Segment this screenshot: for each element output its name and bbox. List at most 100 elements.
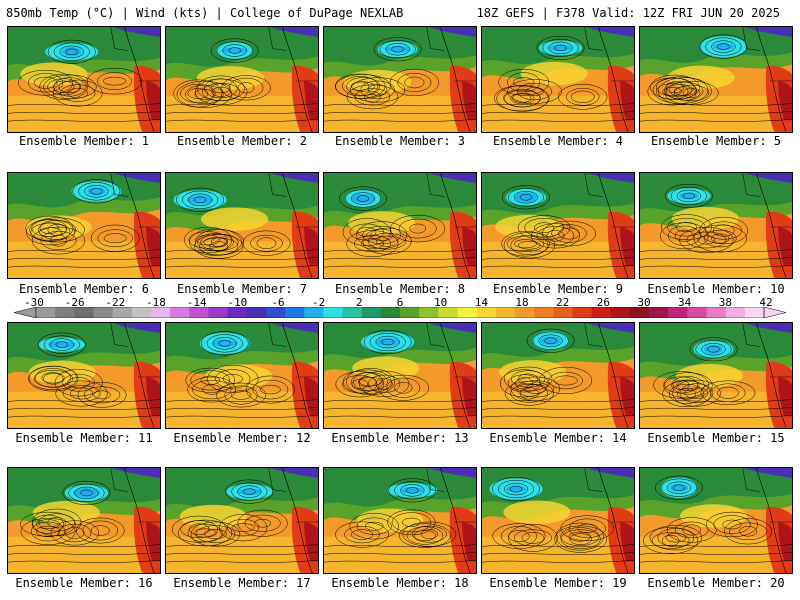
colorbar-tick-label: -26 [64,296,85,309]
colorbar-swatch [744,307,765,318]
ensemble-member-label: Ensemble Member: 19 [489,576,627,590]
ensemble-map-10 [639,172,793,279]
colorbar-swatch [208,307,228,318]
ensemble-member-label: Ensemble Member: 7 [176,282,308,296]
ensemble-map-9 [481,172,635,279]
colorbar-swatch [629,307,650,318]
ensemble-map-13 [323,322,477,429]
ensemble-map-18 [323,467,477,574]
colorbar-swatch [304,307,324,318]
ensemble-map-17 [165,467,319,574]
ensemble-map-16 [7,467,161,574]
colorbar-tick-label: 18 [515,296,529,309]
ensemble-member-label: Ensemble Member: 10 [647,282,785,296]
colorbar-swatch [725,307,746,318]
colorbar-tick-label: 22 [556,296,570,309]
ensemble-map-12 [165,322,319,429]
colorbar-tick-label: -18 [146,296,166,309]
ensemble-map-6 [7,172,161,279]
colorbar-swatch [265,307,286,318]
ensemble-map-4 [481,26,635,133]
ensemble-map-7 [165,172,319,279]
ensemble-member-label: Ensemble Member: 18 [331,576,469,590]
colorbar-swatch [400,307,420,318]
colorbar-swatch [112,307,133,318]
ensemble-member-label: Ensemble Member: 12 [173,431,311,445]
ensemble-map-19 [481,467,635,574]
ensemble-map-3 [323,26,477,133]
ensemble-member-label: Ensemble Member: 11 [15,431,153,445]
colorbar-swatch [36,307,56,318]
colorbar-swatch [438,307,458,318]
colorbar-swatch [495,307,516,318]
ensemble-member-label: Ensemble Member: 4 [492,134,624,148]
ensemble-map-2 [165,26,319,133]
ensemble-member-label: Ensemble Member: 6 [18,282,150,296]
ensemble-member-label: Ensemble Member: 17 [173,576,311,590]
ensemble-member-label: Ensemble Member: 14 [489,431,627,445]
colorbar-swatch [380,307,401,318]
colorbar-tick-label: 30 [637,296,651,309]
ensemble-map-8 [323,172,477,279]
colorbar-tick-label: 10 [434,296,448,309]
chart-title: 850mb Temp (°C) | Wind (kts) | College o… [6,6,404,20]
ensemble-member-label: Ensemble Member: 16 [15,576,153,590]
colorbar-swatch [419,307,439,318]
colorbar-tick-label: -10 [227,296,248,309]
colorbar-tick-label: 14 [474,296,488,309]
ensemble-map-14 [481,322,635,429]
ensemble-map-15 [639,322,793,429]
ensemble-member-label: Ensemble Member: 2 [176,134,308,148]
colorbar-swatch [534,307,554,318]
colorbar-swatch [610,307,631,318]
colorbar-swatch [246,307,267,318]
colorbar-tick-label: 6 [396,296,404,309]
colorbar-swatch [342,307,362,318]
colorbar-swatch [131,307,152,318]
ensemble-member-label: Ensemble Member: 1 [18,134,150,148]
colorbar-tick-label: 2 [356,296,363,309]
colorbar-tick-label: 34 [678,296,692,309]
colorbar-swatch [227,307,248,318]
colorbar-tick-label: -6 [271,296,285,309]
colorbar-swatch [93,307,113,318]
ensemble-map-5 [639,26,793,133]
colorbar-swatch [572,307,592,318]
colorbar-swatch [55,307,75,318]
colorbar-tick-label: 42 [759,296,773,309]
colorbar-tick-label: 38 [718,296,732,309]
colorbar-tick-label: -14 [186,296,207,309]
colorbar-swatch [649,307,669,318]
colorbar-swatch [361,307,382,318]
colorbar-swatch [170,307,190,318]
run-valid-time: 18Z GEFS | F378 Valid: 12Z FRI JUN 20 20… [476,6,780,20]
colorbar-swatch [457,307,477,318]
colorbar-swatch [687,307,707,318]
ensemble-member-label: Ensemble Member: 8 [334,282,466,296]
colorbar-swatch [285,307,305,318]
colorbar-swatch [553,307,573,318]
colorbar-swatch [323,307,343,318]
colorbar-swatch [591,307,612,318]
ensemble-member-label: Ensemble Member: 13 [331,431,469,445]
ensemble-map-11 [7,322,161,429]
colorbar-swatch [150,307,171,318]
temperature-colorbar [14,307,786,318]
ensemble-member-label: Ensemble Member: 3 [334,134,466,148]
colorbar-swatch [706,307,726,318]
ensemble-member-label: Ensemble Member: 15 [647,431,785,445]
colorbar-swatch [668,307,688,318]
ensemble-member-label: Ensemble Member: 5 [650,134,782,148]
colorbar-swatch [189,307,209,318]
colorbar-tick-label: -22 [105,296,126,309]
ensemble-member-label: Ensemble Member: 9 [492,282,624,296]
colorbar-tick-label: 26 [596,296,610,309]
colorbar-swatch [476,307,497,318]
colorbar-swatch [514,307,535,318]
ensemble-map-20 [639,467,793,574]
ensemble-member-label: Ensemble Member: 20 [647,576,785,590]
colorbar-swatch [74,307,94,318]
colorbar-tick-label: -30 [24,296,44,309]
ensemble-map-1 [7,26,161,133]
colorbar-tick-label: -2 [312,296,326,309]
